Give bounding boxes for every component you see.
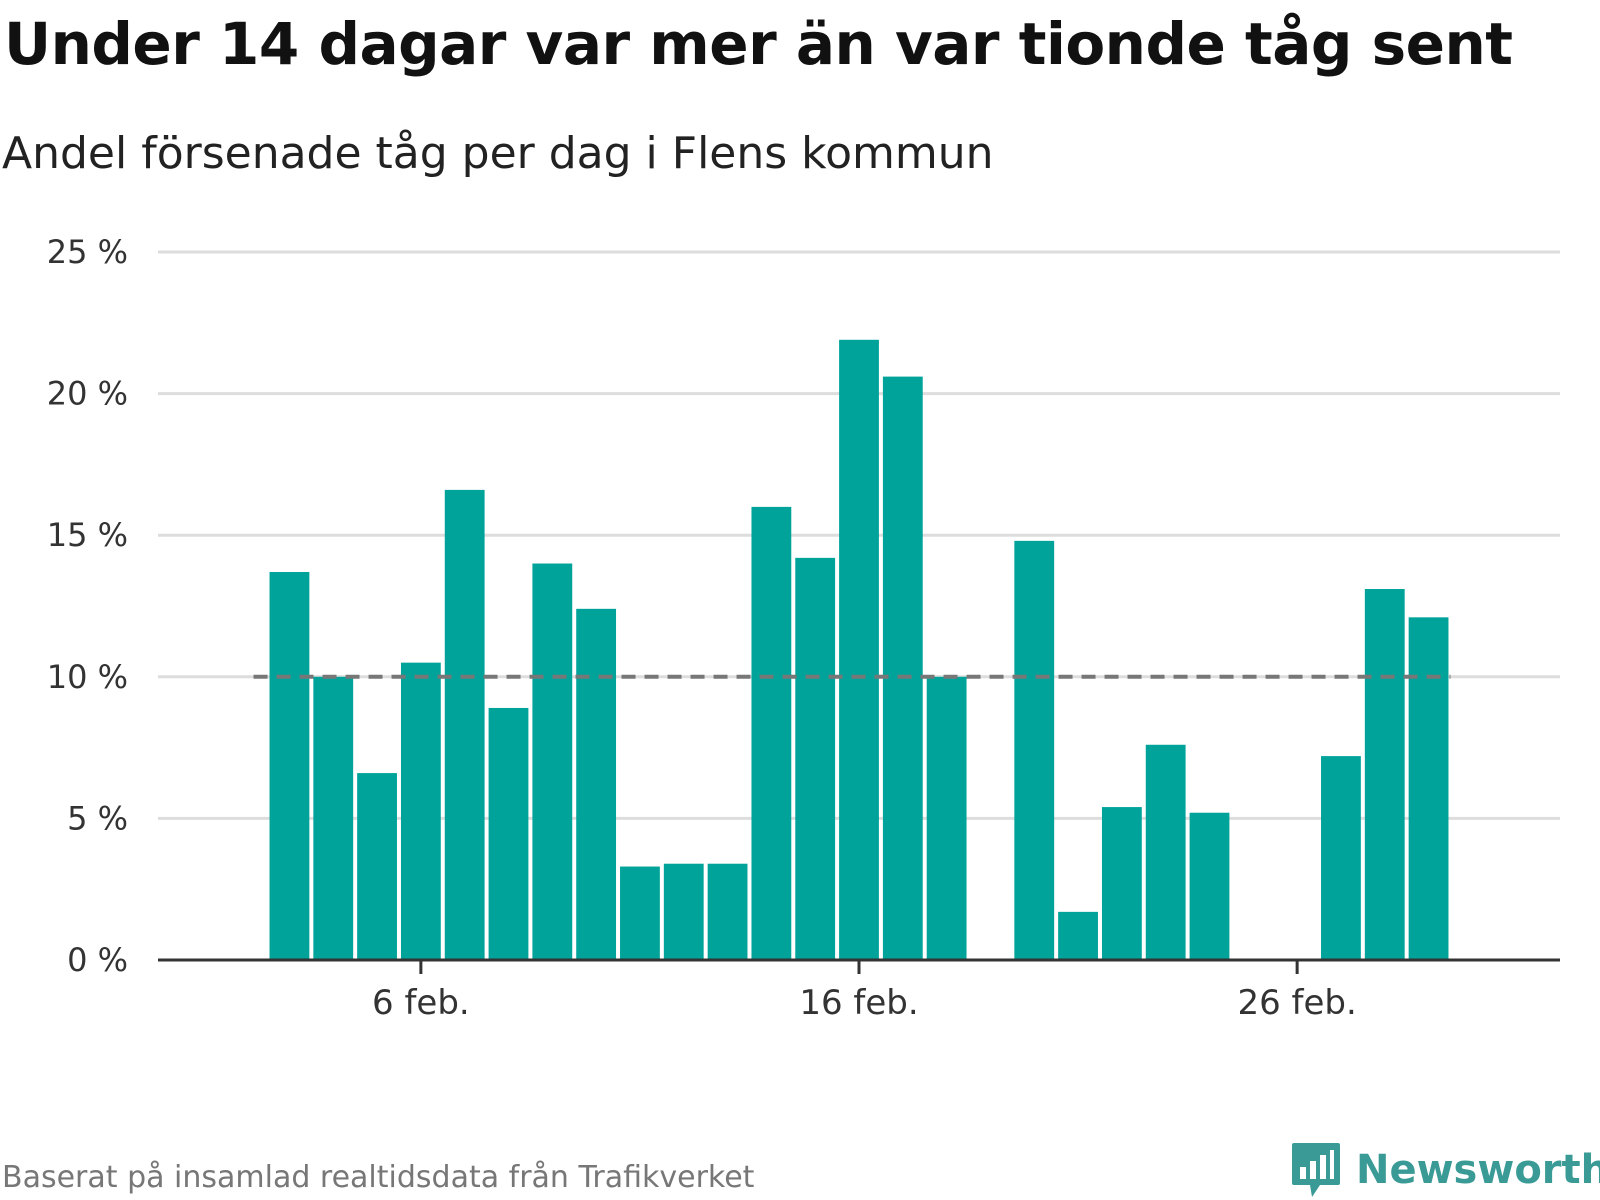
y-tick-label: 10 % xyxy=(47,658,128,696)
bar xyxy=(1014,540,1055,960)
bar-chart: 0 % 5 % 10 % 15 % 20 % 25 % 6 feb. 16 feb. 26 f… xyxy=(47,233,1560,1023)
bar xyxy=(795,557,836,960)
y-tick-label: 25 % xyxy=(47,233,128,271)
bar xyxy=(532,563,573,960)
x-tick-label: 6 feb. xyxy=(372,983,470,1023)
brand-name: Newsworthy xyxy=(1356,1147,1600,1193)
bar xyxy=(1189,812,1230,960)
bar xyxy=(882,376,923,960)
bar xyxy=(269,572,310,960)
bar xyxy=(357,773,397,960)
x-axis-ticks: 6 feb. 16 feb. 26 feb. xyxy=(372,960,1357,1023)
bar xyxy=(1058,911,1098,960)
bar xyxy=(313,676,354,960)
bar xyxy=(1145,744,1186,960)
bar xyxy=(444,489,485,960)
bar xyxy=(620,866,660,960)
source-note: Baserat på insamlad realtidsdata från Tr… xyxy=(2,1160,755,1195)
brand-logo: Newsworthy xyxy=(1290,1140,1600,1200)
bar xyxy=(488,707,529,960)
bar xyxy=(1364,589,1405,960)
y-tick-label: 15 % xyxy=(47,516,128,554)
bars xyxy=(269,339,1449,960)
chart-title: Under 14 dagar var mer än var tionde tåg… xyxy=(4,10,1513,78)
newsworthy-logo-icon xyxy=(1292,1143,1340,1197)
y-tick-label: 5 % xyxy=(67,799,128,837)
chart-subtitle: Andel försenade tåg per dag i Flens komm… xyxy=(2,128,994,179)
bar xyxy=(1321,756,1361,960)
bar xyxy=(1101,807,1142,960)
bar xyxy=(663,863,704,960)
x-tick-label: 26 feb. xyxy=(1237,983,1356,1023)
bar xyxy=(576,608,617,960)
x-tick-label: 16 feb. xyxy=(799,983,918,1023)
bar xyxy=(751,506,792,960)
bar xyxy=(926,676,967,960)
bar xyxy=(707,863,748,960)
bar xyxy=(1408,617,1449,960)
y-axis-ticks: 0 % 5 % 10 % 15 % 20 % 25 % xyxy=(47,233,128,979)
y-tick-label: 20 % xyxy=(47,375,128,413)
bar xyxy=(839,339,879,960)
y-tick-label: 0 % xyxy=(67,941,128,979)
bar xyxy=(400,662,441,960)
